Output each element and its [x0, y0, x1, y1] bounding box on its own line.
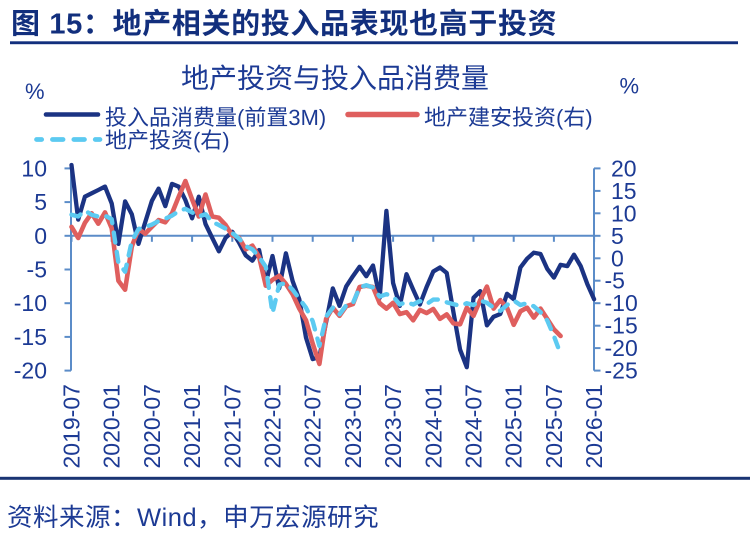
- svg-text:5: 5: [34, 189, 47, 215]
- svg-text:2020-07: 2020-07: [139, 384, 165, 468]
- svg-text:2020-01: 2020-01: [99, 384, 125, 468]
- svg-text:2024-01: 2024-01: [420, 384, 446, 468]
- svg-text:2026-01: 2026-01: [581, 384, 607, 468]
- svg-text:-15: -15: [14, 324, 47, 350]
- svg-text:-20: -20: [14, 358, 47, 384]
- svg-text:2022-01: 2022-01: [260, 384, 286, 468]
- svg-text:%: %: [620, 74, 640, 99]
- svg-text:2019-07: 2019-07: [59, 384, 85, 468]
- svg-text:2025-07: 2025-07: [541, 384, 567, 468]
- svg-text:10: 10: [611, 200, 637, 226]
- svg-text:0: 0: [34, 223, 47, 249]
- svg-text:2022-07: 2022-07: [300, 384, 326, 468]
- svg-text:-10: -10: [14, 290, 47, 316]
- svg-text:-25: -25: [605, 358, 638, 384]
- svg-text:2023-01: 2023-01: [340, 384, 366, 468]
- svg-text:15: 15: [611, 178, 637, 204]
- svg-text:2023-07: 2023-07: [380, 384, 406, 468]
- svg-text:-20: -20: [605, 335, 638, 361]
- svg-text:-10: -10: [605, 290, 638, 316]
- svg-text:-5: -5: [605, 268, 625, 294]
- svg-text:20: 20: [611, 155, 637, 181]
- svg-text:2025-01: 2025-01: [501, 384, 527, 468]
- svg-text:2024-07: 2024-07: [461, 384, 487, 468]
- svg-text:2021-07: 2021-07: [219, 384, 245, 468]
- svg-text:%: %: [25, 79, 45, 104]
- svg-text:10: 10: [21, 155, 47, 181]
- svg-text:5: 5: [611, 223, 624, 249]
- svg-text:2021-01: 2021-01: [179, 384, 205, 468]
- svg-text:-15: -15: [605, 313, 638, 339]
- svg-text:0: 0: [611, 245, 624, 271]
- svg-text:-5: -5: [27, 257, 47, 283]
